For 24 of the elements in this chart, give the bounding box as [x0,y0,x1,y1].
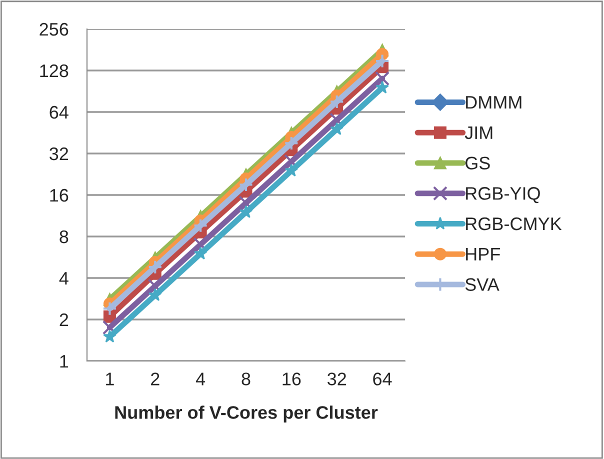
x-tick-label: 16 [282,372,301,386]
legend-label: HPF [466,248,500,260]
y-tick-label: 2 [60,313,68,326]
y-tick-label: 64 [50,106,68,119]
y-tick-label: 1 [60,355,68,368]
x-tick-label: 32 [328,372,346,386]
legend-label: RGB-CMYK [466,217,562,230]
x-tick-label: 8 [242,372,250,386]
x-tick-label: 1 [106,372,114,386]
y-tick-label: 128 [40,64,68,78]
x-tick-label: 2 [151,372,160,386]
legend-label: DMMM [466,96,522,109]
x-tick-label: 64 [373,372,392,386]
y-tick-label: 16 [50,188,68,202]
y-tick-label: 32 [50,147,68,160]
legend-label: GS [465,156,490,170]
y-tick-label: 256 [40,22,68,36]
x-tick-label: 4 [196,372,206,386]
y-tick-label: 8 [60,230,68,244]
x-axis-title: Number of V-Cores per Cluster [115,406,378,422]
legend-label: RGB-YIQ [466,187,540,204]
y-tick-label: 4 [59,272,68,285]
legend-label: SVA [465,278,500,291]
legend-label: JIM [464,126,492,140]
